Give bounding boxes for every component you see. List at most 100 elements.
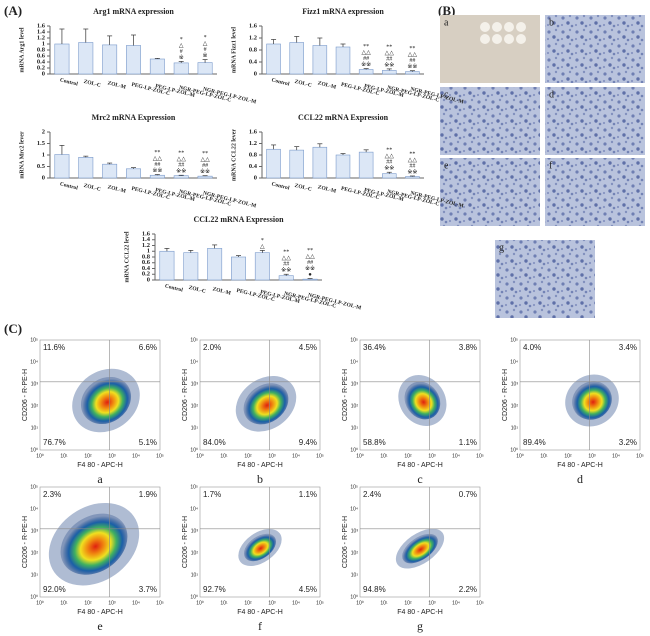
significance: ## <box>409 163 415 169</box>
bar <box>289 42 304 75</box>
significance: ## <box>307 260 313 266</box>
x-tick-label: 10¹ <box>60 600 68 606</box>
y-tick-label: 10⁴ <box>190 359 198 365</box>
significance: ** <box>386 148 392 154</box>
image-label: f <box>549 160 553 171</box>
y-tick-label: 10³ <box>351 381 359 387</box>
bar <box>278 275 294 281</box>
significance: ※※ <box>361 61 371 68</box>
micrograph <box>440 87 540 155</box>
significance: ※※ <box>281 267 291 274</box>
significance: ## <box>386 160 392 166</box>
x-tick-label: 10² <box>404 600 412 606</box>
fat-cell <box>492 22 502 32</box>
y-tick-label: 10¹ <box>191 572 199 578</box>
y-axis-label: mRNA Fizz1 level <box>231 27 237 73</box>
y-axis-label: CD206 - R-PE-H <box>342 369 349 421</box>
bar <box>358 151 374 179</box>
y-tick-label: 10¹ <box>31 425 39 431</box>
significance: ※※ <box>200 168 210 175</box>
y-tick-label: 10² <box>31 550 39 556</box>
x-tick-label: ZOL-C <box>188 285 206 295</box>
quadrant-percent: 3.8% <box>459 343 477 352</box>
x-tick-label: 10¹ <box>380 453 388 459</box>
y-tick-label: 10⁰ <box>30 594 38 600</box>
plot-label: d <box>577 472 583 486</box>
y-tick-label: 10⁴ <box>30 506 38 512</box>
bar <box>207 248 223 281</box>
significance: △△ <box>408 157 418 163</box>
significance: △ <box>260 244 265 250</box>
quadrant-percent: 3.7% <box>139 585 157 594</box>
x-tick-label: 10⁰ <box>36 453 44 459</box>
bar <box>102 44 118 75</box>
image-label: g <box>499 242 504 253</box>
significance: △△ <box>408 52 418 58</box>
x-tick-label: 10⁴ <box>132 600 140 606</box>
y-tick-label: 1.6 <box>249 128 258 135</box>
y-tick-label: 10¹ <box>351 572 359 578</box>
x-tick-label: 10⁴ <box>292 600 300 606</box>
significance: # <box>204 47 207 53</box>
significance: ** <box>283 250 289 256</box>
x-tick-label: 10⁵ <box>476 453 484 459</box>
x-tick-label: 10³ <box>108 600 116 606</box>
significance: ## <box>363 56 369 62</box>
x-tick-label: ZOL-C <box>83 183 101 193</box>
significance: ※※ <box>384 61 394 68</box>
x-tick-label: ZOL-M <box>107 80 127 91</box>
x-tick-label: 10⁵ <box>156 600 164 606</box>
bar <box>405 176 420 179</box>
y-tick-label: 10² <box>191 550 199 556</box>
plot-label: c <box>417 472 422 486</box>
significance: ** <box>178 151 184 157</box>
y-tick-label: 1.6 <box>142 230 151 237</box>
y-tick-label: 1.4 <box>37 28 46 35</box>
chart-title: Fizz1 mRNA expression <box>302 7 384 16</box>
y-tick-label: 0.6 <box>142 259 151 266</box>
significance: △△ <box>177 157 187 163</box>
bar <box>335 154 351 179</box>
x-tick-label: 10³ <box>428 453 436 459</box>
x-tick-label: 10⁰ <box>196 453 204 459</box>
y-tick-label: 1 <box>147 248 150 255</box>
y-tick-label: 1.2 <box>142 242 150 249</box>
bar <box>126 168 141 179</box>
x-tick-label: 10³ <box>108 453 116 459</box>
bar <box>197 175 213 179</box>
x-axis-label: F4 80 - APC-H <box>557 462 603 469</box>
micrograph <box>545 15 645 83</box>
quadrant-percent: 2.2% <box>459 585 477 594</box>
density-core <box>80 376 132 425</box>
x-tick-label: 10⁰ <box>36 600 44 606</box>
y-axis-label: CD206 - R-PE-H <box>22 516 29 568</box>
y-tick-label: 10³ <box>31 528 39 534</box>
significance: ※※ <box>176 168 186 175</box>
significance: ※ <box>203 52 208 59</box>
plot-label: a <box>97 472 103 486</box>
quadrant-percent: 3.4% <box>619 343 637 352</box>
x-tick-label: 10³ <box>268 453 276 459</box>
significance: △△ <box>362 50 372 56</box>
bar <box>382 70 397 75</box>
y-tick-label: 10⁰ <box>190 447 198 453</box>
x-tick-label: 10² <box>244 453 252 459</box>
significance: ** <box>409 46 415 52</box>
x-tick-label: Control <box>271 77 291 87</box>
y-tick-label: 10² <box>511 403 519 409</box>
x-tick-label: 10⁰ <box>356 453 364 459</box>
quadrant-percent: 36.4% <box>363 343 386 352</box>
x-axis-label: F4 80 - APC-H <box>397 462 443 469</box>
bar <box>78 42 94 75</box>
bar <box>254 252 270 281</box>
y-tick-label: 10⁵ <box>510 337 518 343</box>
quadrant-percent: 84.0% <box>203 438 226 447</box>
fat-cell <box>492 34 502 44</box>
y-tick-label: 0.2 <box>37 64 45 71</box>
significance: △△ <box>305 254 315 260</box>
x-tick-label: 10² <box>84 600 92 606</box>
significance: * <box>180 37 183 43</box>
bar <box>159 250 175 281</box>
y-axis-label: mRNA CCL22 level <box>124 231 130 282</box>
